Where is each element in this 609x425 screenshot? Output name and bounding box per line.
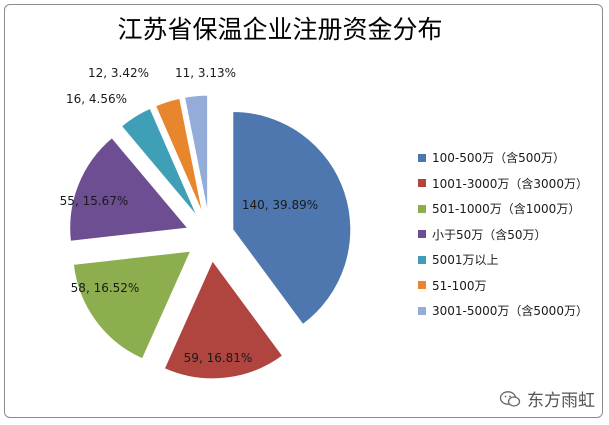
- pie-slice: [183, 94, 209, 214]
- legend-label: 501-1000万（含1000万）: [432, 202, 581, 217]
- legend-swatch: [418, 255, 426, 264]
- slice-data-label: 140, 39.89%: [242, 198, 318, 212]
- slice-data-label: 12, 3.42%: [88, 66, 149, 80]
- legend-swatch: [418, 179, 426, 188]
- watermark: 东方雨虹: [499, 386, 595, 411]
- legend-label: 5001万以上: [432, 253, 499, 268]
- legend-label: 3001-5000万（含5000万）: [432, 304, 588, 319]
- slice-data-label: 58, 16.52%: [71, 281, 140, 295]
- pie-slice: [72, 250, 192, 360]
- slice-data-label: 11, 3.13%: [175, 66, 236, 80]
- legend-entry: 501-1000万（含1000万）: [418, 196, 588, 222]
- legend-swatch: [418, 230, 426, 239]
- legend-entry: 51-100万: [418, 273, 588, 299]
- legend-swatch: [418, 281, 426, 290]
- legend-label: 小于50万（含50万）: [432, 227, 547, 242]
- slice-data-label: 55, 15.67%: [60, 194, 129, 208]
- slice-data-label: 16, 4.56%: [66, 92, 127, 106]
- pie-slice: [69, 136, 189, 242]
- legend-swatch: [418, 306, 426, 315]
- pie-slice: [120, 107, 198, 217]
- legend-entry: 1001-3000万（含3000万）: [418, 171, 588, 197]
- legend-swatch: [418, 153, 426, 162]
- legend-swatch: [418, 204, 426, 213]
- legend-label: 100-500万（含500万）: [432, 151, 566, 166]
- legend-entry: 5001万以上: [418, 247, 588, 273]
- chart-legend: 100-500万（含500万） 1001-3000万（含3000万） 501-100…: [418, 145, 588, 324]
- pie-slice: [163, 259, 284, 380]
- watermark-text: 东方雨虹: [527, 391, 595, 411]
- legend-entry: 100-500万（含500万）: [418, 145, 588, 171]
- legend-label: 1001-3000万（含3000万）: [432, 176, 588, 191]
- wechat-icon: [499, 390, 521, 407]
- slice-data-label: 59, 16.81%: [184, 351, 253, 365]
- chart-title: 江苏省保温企业注册资金分布: [117, 15, 443, 44]
- legend-entry: 3001-5000万（含5000万）: [418, 298, 588, 324]
- pie-slice: [232, 111, 352, 326]
- legend-label: 51-100万: [432, 278, 487, 293]
- pie-slice: [154, 97, 204, 215]
- legend-entry: 小于50万（含50万）: [418, 222, 588, 248]
